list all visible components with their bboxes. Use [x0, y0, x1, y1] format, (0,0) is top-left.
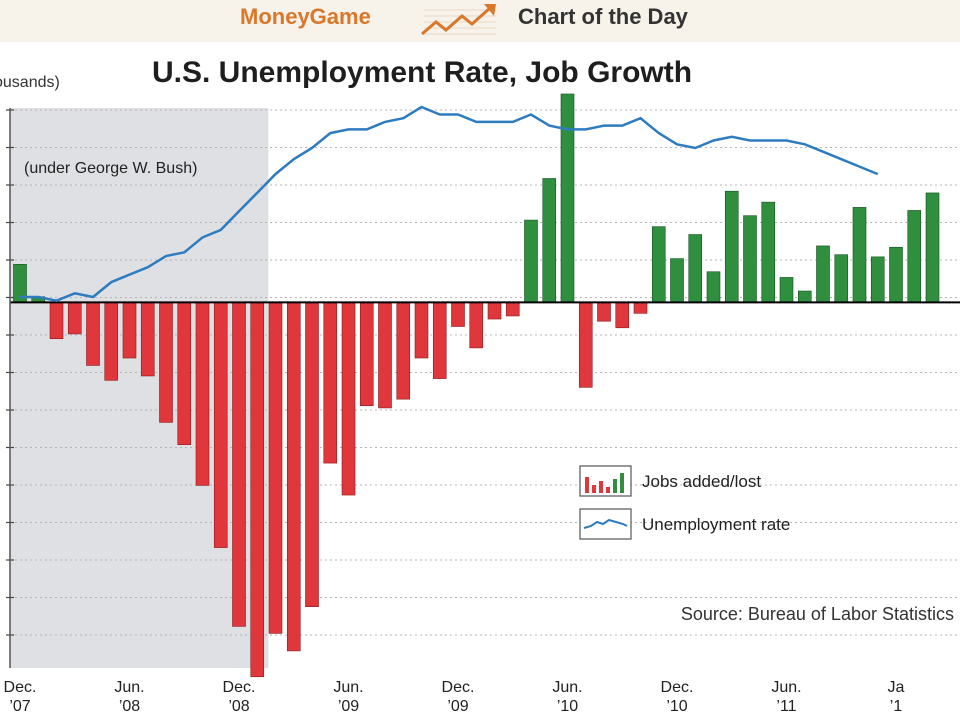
chart-title: U.S. Unemployment Rate, Job Growth: [152, 56, 693, 89]
jobs-bar: [104, 302, 119, 381]
jobs-bar: [177, 302, 192, 446]
jobs-bar: [670, 258, 684, 303]
jobs-bar: [487, 302, 502, 320]
jobs-bar: [560, 93, 575, 303]
bar-series: [13, 93, 940, 678]
x-axis-labels: Dec. ’07 Jun. ’08 Dec. ’08 Jun. ’09 Dec. ’09 Jun.’…: [0, 678, 960, 720]
banner-subtitle: Chart of the Day: [518, 4, 688, 29]
jobs-bar: [761, 201, 776, 303]
jobs-bar: [505, 302, 520, 317]
bush-annotation: (under George W. Bush): [24, 160, 198, 177]
jobs-bar: [597, 302, 611, 322]
y-axis-label: ousands): [0, 74, 60, 91]
jobs-bar: [834, 254, 849, 303]
jobs-bar: [907, 210, 922, 303]
grid-lines: [10, 109, 960, 636]
jobs-bar: [49, 302, 64, 340]
jobs-bar: [852, 207, 867, 303]
jobs-bar: [743, 215, 757, 303]
x-tick-label: Jun. ’08: [114, 679, 145, 715]
x-tick-label: Dec. ’07: [3, 679, 37, 715]
jobs-bar: [779, 277, 794, 303]
jobs-bar: [797, 290, 812, 303]
chart-plot-area: [6, 93, 960, 678]
jobs-bar: [213, 302, 228, 548]
line-chart-icon: [579, 508, 632, 540]
bar-chart-icon: [579, 465, 632, 497]
x-tick-label: Dec. ’10: [660, 679, 694, 715]
jobs-bar: [378, 302, 392, 409]
legend-jobs-label: Jobs added/lost: [642, 472, 762, 491]
bush-era-shading: [10, 108, 269, 668]
trend-arrow-icon: [421, 4, 496, 36]
jobs-bar: [706, 271, 721, 303]
jobs-bar: [688, 234, 703, 303]
jobs-bar: [232, 302, 246, 627]
brand-name[interactable]: MoneyGame: [240, 4, 371, 29]
x-tick-label: Jun. ’10: [552, 679, 583, 715]
banner: MoneyGame Chart of the Day: [0, 0, 960, 42]
x-tick-label: Dec. ’08: [222, 679, 256, 715]
jobs-bar: [651, 226, 666, 303]
jobs-bar: [359, 302, 374, 407]
jobs-bar: [140, 302, 155, 377]
jobs-bar: [414, 302, 429, 359]
jobs-bar: [159, 302, 173, 423]
x-tick-label: Dec. ’09: [441, 679, 475, 715]
x-tick-label: Jun. ’09: [333, 679, 364, 715]
jobs-bar: [615, 302, 630, 329]
jobs-bar: [889, 246, 903, 303]
jobs-bar: [469, 302, 484, 349]
jobs-bar: [816, 245, 830, 303]
jobs-bar: [524, 219, 538, 303]
jobs-bar: [250, 302, 265, 678]
jobs-bar: [323, 302, 338, 464]
source-note: Source: Bureau of Labor Statistics: [680, 604, 954, 624]
x-tick-label: Jun. ’11: [771, 679, 802, 715]
jobs-bar: [268, 302, 283, 634]
jobs-bar: [633, 302, 648, 314]
jobs-bar: [67, 302, 82, 335]
jobs-bar: [195, 302, 210, 486]
jobs-bar: [286, 302, 301, 652]
jobs-bar: [305, 302, 319, 608]
unemployment-rate-line: [20, 105, 879, 302]
jobs-bar: [542, 178, 557, 303]
jobs-bar: [86, 302, 100, 366]
jobs-bar: [925, 192, 940, 303]
jobs-bar: [451, 302, 465, 327]
x-tick-label: Ja ’1: [887, 679, 905, 715]
jobs-bar: [432, 302, 447, 379]
jobs-bar: [724, 190, 739, 303]
jobs-bar: [396, 302, 411, 400]
jobs-bar: [122, 302, 137, 359]
legend-rate-label: Unemployment rate: [642, 515, 791, 534]
jobs-bar: [341, 302, 356, 496]
jobs-bar: [870, 256, 885, 303]
jobs-bar: [578, 302, 593, 388]
